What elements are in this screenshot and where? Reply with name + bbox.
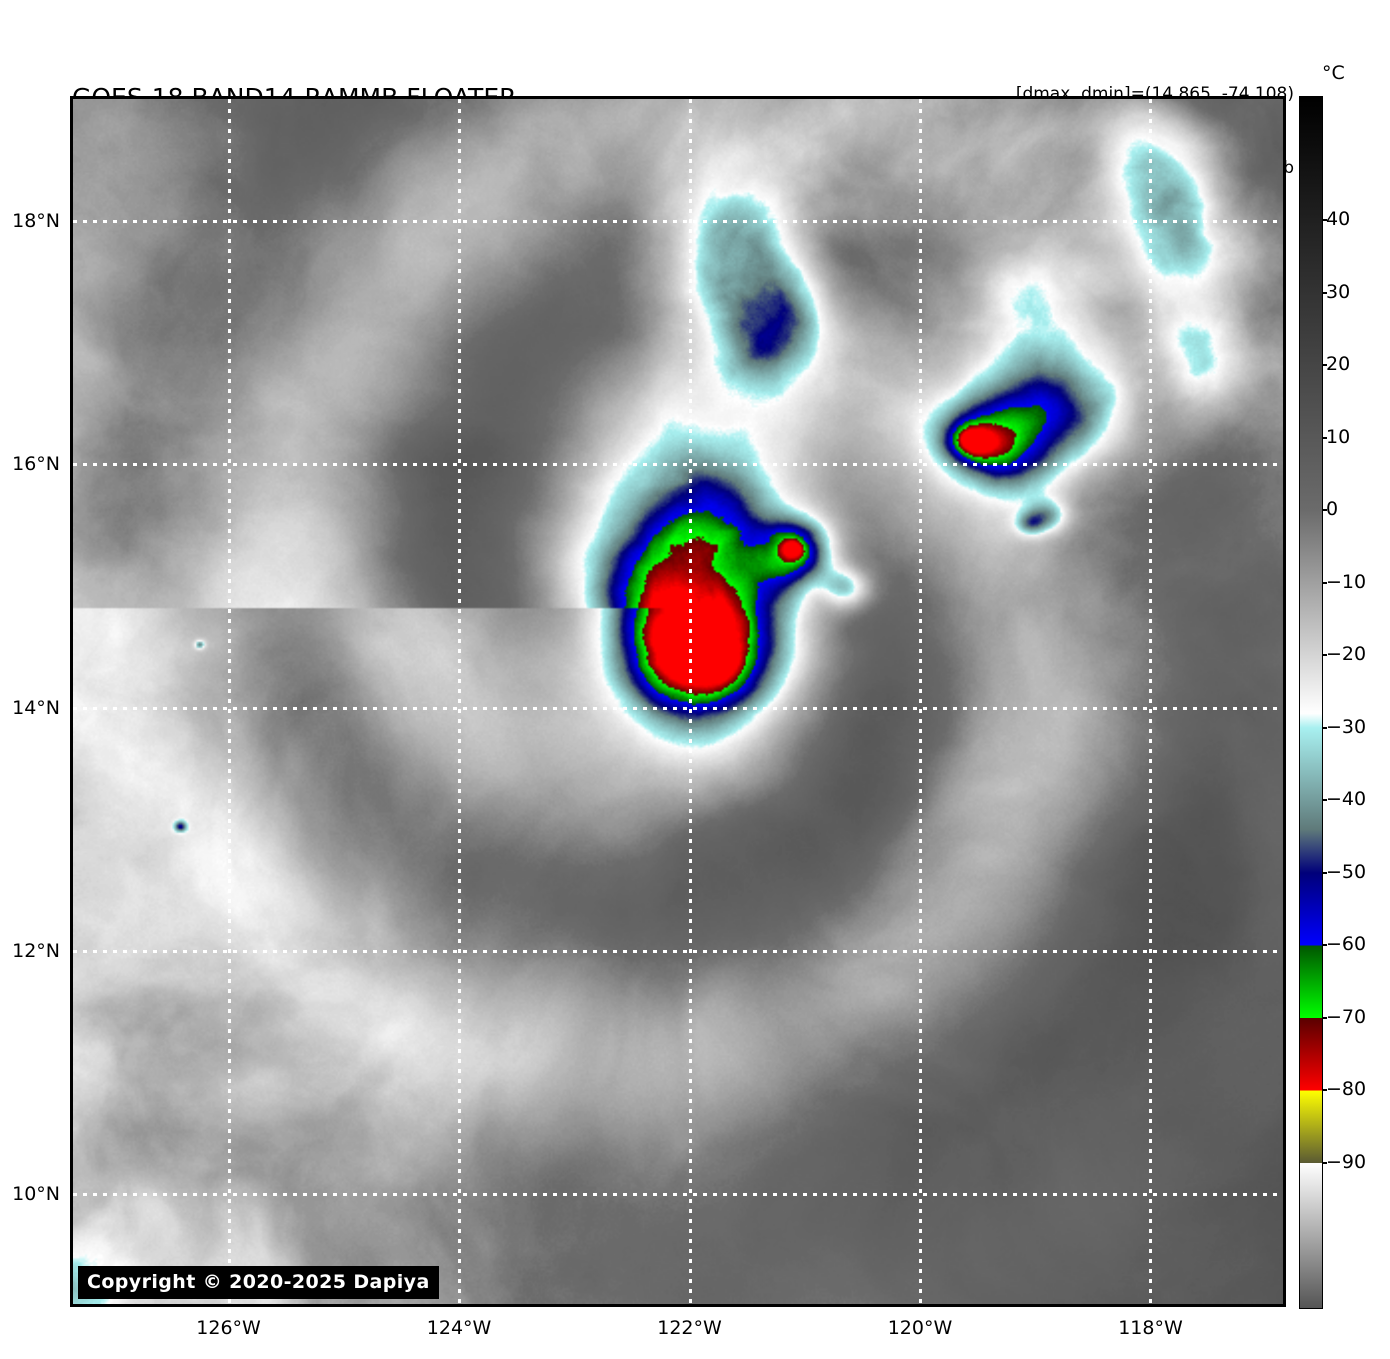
colorbar-tick-label: −30 <box>1326 715 1367 738</box>
latitude-tick-label: 18°N <box>12 209 60 232</box>
colorbar-unit-label: °C <box>1322 62 1345 84</box>
colorbar-tick-mark <box>1322 291 1327 294</box>
colorbar-tick-mark <box>1322 654 1327 657</box>
colorbar-gradient <box>1300 97 1322 1308</box>
colorbar-tick-label: 0 <box>1326 498 1339 521</box>
colorbar-tick-label: −60 <box>1326 933 1367 956</box>
longitude-tick-label: 120°W <box>887 1317 953 1339</box>
temperature-colorbar[interactable] <box>1299 96 1323 1309</box>
colorbar-tick-mark <box>1322 1089 1327 1092</box>
latitude-tick-label: 16°N <box>12 453 60 476</box>
latitude-tick-label: 12°N <box>12 940 60 963</box>
copyright-watermark: Copyright © 2020-2025 Dapiya <box>78 1266 439 1299</box>
colorbar-tick-label: 40 <box>1326 208 1351 231</box>
colorbar-tick-label: −90 <box>1326 1150 1367 1173</box>
colorbar-tick-mark <box>1322 1161 1327 1164</box>
colorbar-tick-mark <box>1322 726 1327 729</box>
longitude-tick-label: 126°W <box>196 1317 261 1339</box>
colorbar-tick-mark <box>1322 436 1327 439</box>
colorbar-tick-mark <box>1322 1016 1327 1019</box>
latitude-tick-label: 14°N <box>12 696 60 719</box>
colorbar-tick-mark <box>1322 219 1327 222</box>
colorbar-tick-label: 30 <box>1326 280 1351 303</box>
colorbar-tick-label: −40 <box>1326 788 1367 811</box>
colorbar-tick-label: −20 <box>1326 643 1367 666</box>
colorbar-tick-mark <box>1322 871 1327 874</box>
colorbar-tick-mark <box>1322 509 1327 512</box>
colorbar-tick-label: 20 <box>1326 353 1351 376</box>
latitude-tick-label: 10°N <box>12 1183 60 1206</box>
satellite-imagery-canvas <box>73 99 1283 1304</box>
colorbar-tick-label: −10 <box>1326 570 1367 593</box>
colorbar-tick-mark <box>1322 799 1327 802</box>
colorbar-tick-label: −80 <box>1326 1078 1367 1101</box>
colorbar-tick-mark <box>1322 944 1327 947</box>
longitude-tick-label: 124°W <box>426 1317 492 1339</box>
colorbar-tick-mark <box>1322 581 1327 584</box>
colorbar-tick-mark <box>1322 364 1327 367</box>
colorbar-tick-label: −70 <box>1326 1005 1367 1028</box>
longitude-tick-label: 118°W <box>1118 1317 1183 1339</box>
colorbar-tick-label: −50 <box>1326 860 1367 883</box>
longitude-tick-label: 122°W <box>657 1317 722 1339</box>
colorbar-tick-label: 10 <box>1326 425 1351 448</box>
satellite-image-plot[interactable]: Copyright © 2020-2025 Dapiya <box>70 96 1286 1307</box>
